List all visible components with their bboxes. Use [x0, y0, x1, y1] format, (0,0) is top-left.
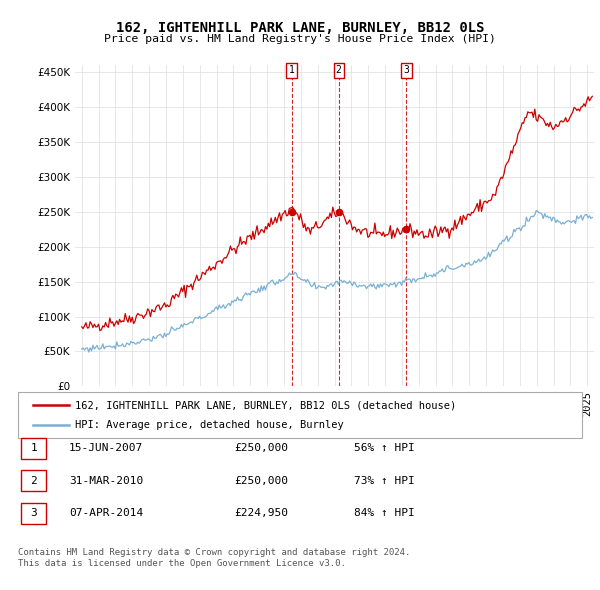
Text: 73% ↑ HPI: 73% ↑ HPI: [354, 476, 415, 486]
Text: 162, IGHTENHILL PARK LANE, BURNLEY, BB12 0LS (detached house): 162, IGHTENHILL PARK LANE, BURNLEY, BB12…: [75, 400, 456, 410]
Text: Contains HM Land Registry data © Crown copyright and database right 2024.: Contains HM Land Registry data © Crown c…: [18, 548, 410, 556]
Text: Price paid vs. HM Land Registry's House Price Index (HPI): Price paid vs. HM Land Registry's House …: [104, 34, 496, 44]
Text: £250,000: £250,000: [234, 444, 288, 453]
Text: This data is licensed under the Open Government Licence v3.0.: This data is licensed under the Open Gov…: [18, 559, 346, 568]
Text: 162, IGHTENHILL PARK LANE, BURNLEY, BB12 0LS: 162, IGHTENHILL PARK LANE, BURNLEY, BB12…: [116, 21, 484, 35]
Text: HPI: Average price, detached house, Burnley: HPI: Average price, detached house, Burn…: [75, 420, 344, 430]
Text: 56% ↑ HPI: 56% ↑ HPI: [354, 444, 415, 453]
Text: 3: 3: [30, 509, 37, 518]
Text: 07-APR-2014: 07-APR-2014: [69, 509, 143, 518]
Text: £224,950: £224,950: [234, 509, 288, 518]
Text: 2: 2: [336, 65, 341, 76]
Text: 15-JUN-2007: 15-JUN-2007: [69, 444, 143, 453]
Text: £250,000: £250,000: [234, 476, 288, 486]
Text: 3: 3: [404, 65, 409, 76]
Text: 1: 1: [289, 65, 295, 76]
Text: 2: 2: [30, 476, 37, 486]
Text: 31-MAR-2010: 31-MAR-2010: [69, 476, 143, 486]
Text: 1: 1: [30, 444, 37, 453]
Text: 84% ↑ HPI: 84% ↑ HPI: [354, 509, 415, 518]
